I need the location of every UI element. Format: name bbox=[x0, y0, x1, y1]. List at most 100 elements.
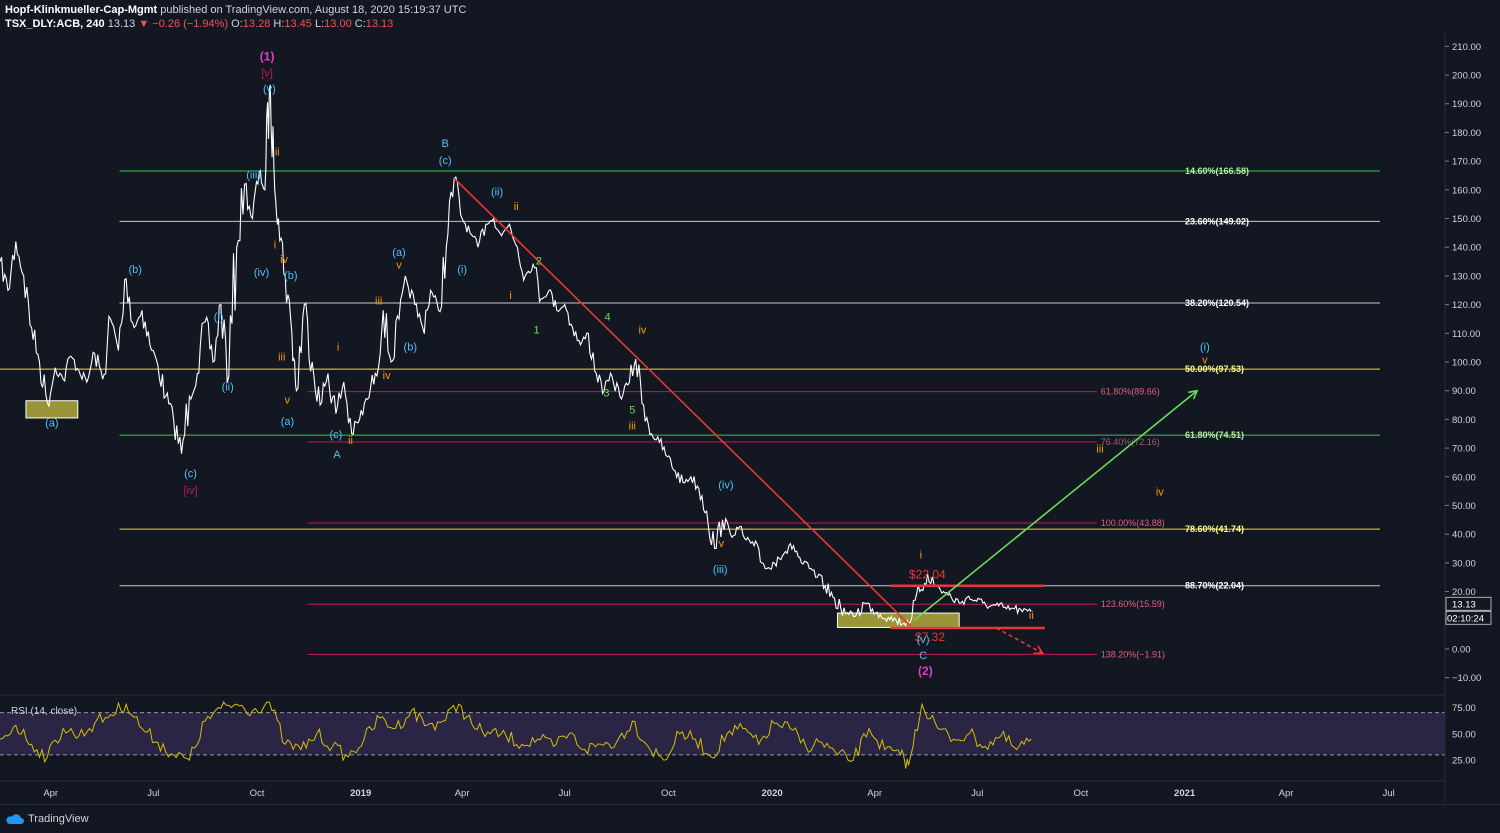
wave-label: (iii) bbox=[246, 169, 261, 181]
price-axis-tick-label: 140.00 bbox=[1452, 243, 1481, 254]
fib-level-label: 23.60%(149.02) bbox=[1185, 216, 1249, 226]
arrow-head-icon bbox=[1033, 645, 1045, 655]
wave-label: (b) bbox=[404, 342, 417, 354]
wave-label: (v) bbox=[263, 83, 276, 95]
wave-label: (a) bbox=[281, 416, 294, 428]
last-price-tag bbox=[1445, 596, 1492, 611]
price-axis-tick-label: 190.00 bbox=[1452, 99, 1481, 110]
time-axis-tick-label: Oct bbox=[1074, 788, 1089, 799]
time-axis-tick-label: Oct bbox=[250, 788, 265, 799]
wave-label: v bbox=[396, 260, 402, 272]
publisher-line: Hopf-Klinkmueller-Cap-Mgmt published on … bbox=[5, 4, 466, 16]
wave-label: iii bbox=[375, 296, 382, 308]
wave-label: (c) bbox=[184, 468, 197, 480]
price-axis-tick-label: 30.00 bbox=[1452, 558, 1476, 569]
fib-level-label: 88.70%(22.04) bbox=[1185, 581, 1244, 591]
fib-level-label: 138.20%(−1.91) bbox=[1101, 649, 1165, 659]
open-value: 13.28 bbox=[242, 18, 271, 30]
tradingview-brand: TradingView bbox=[28, 813, 89, 825]
wave-label: 2 bbox=[536, 255, 542, 267]
low-value: 13.00 bbox=[324, 18, 352, 30]
wave-label: 5 bbox=[629, 405, 635, 417]
low-label: L: bbox=[314, 18, 325, 30]
price-axis-tick-label: 120.00 bbox=[1452, 300, 1481, 311]
target-level-label: $22.04 bbox=[909, 568, 946, 582]
wave-label: iv bbox=[638, 324, 646, 336]
wave-label: (a) bbox=[45, 418, 58, 430]
time-axis-tick-label: Jul bbox=[971, 788, 983, 799]
wave-label: v bbox=[1202, 354, 1208, 366]
wave-label: (i) bbox=[457, 264, 467, 276]
wave-label: iv bbox=[383, 370, 391, 382]
tradingview-logo[interactable]: TradingView bbox=[6, 813, 89, 825]
wave-label: [v] bbox=[261, 67, 273, 79]
fib-level-label: 100.00%(43.88) bbox=[1101, 518, 1165, 528]
wave-label: 4 bbox=[604, 311, 610, 323]
time-axis-tick-label: Jul bbox=[1383, 788, 1395, 799]
time-axis-tick-label: 2019 bbox=[350, 788, 371, 799]
wave-label: i bbox=[337, 342, 339, 354]
wave-label: (c) bbox=[439, 155, 452, 167]
time-axis-tick-label: Apr bbox=[455, 788, 470, 799]
wave-label: (iii) bbox=[713, 564, 728, 576]
trend-lines: $22.04 $7.32 bbox=[453, 177, 1199, 655]
symbol-name[interactable]: TSX_DLY:ACB, 240 bbox=[5, 18, 105, 30]
footer-bar: TradingView bbox=[0, 804, 1500, 833]
wave-label: 1 bbox=[533, 324, 539, 336]
wave-label: ii bbox=[275, 146, 280, 158]
price-axis-tick-label: 170.00 bbox=[1452, 157, 1481, 168]
wave-label: iv bbox=[280, 254, 288, 266]
wave-label: (iv) bbox=[254, 267, 269, 279]
rsi-pane[interactable]: RSI (14, close) bbox=[0, 694, 1445, 769]
wave-label: ii bbox=[514, 201, 519, 213]
price-axis-tick-label: 200.00 bbox=[1452, 71, 1481, 82]
support-zone-box bbox=[25, 400, 79, 419]
wave-label: i bbox=[509, 290, 511, 302]
fib-level-label: 61.80%(74.51) bbox=[1185, 430, 1244, 440]
high-label: H: bbox=[273, 18, 285, 30]
fib-level-label: 50.00%(97.53) bbox=[1185, 364, 1244, 374]
time-axis-tick-label: Apr bbox=[867, 788, 882, 799]
wave-label: (c) bbox=[329, 429, 342, 441]
rsi-line[interactable] bbox=[0, 701, 1032, 769]
publisher-name[interactable]: Hopf-Klinkmueller-Cap-Mgmt bbox=[5, 4, 158, 16]
fib-level-label: 123.60%(15.59) bbox=[1101, 599, 1165, 609]
countdown-tag bbox=[1445, 610, 1492, 625]
price-change: −0.26 (−1.94%) bbox=[152, 18, 229, 30]
price-axis-tick-label: 20.00 bbox=[1452, 587, 1476, 598]
wave-label: v bbox=[285, 395, 291, 407]
wave-label: B bbox=[442, 138, 449, 150]
ohlc-values: O:13.28 H:13.45 L:13.00 C:13.13 bbox=[231, 18, 393, 30]
price-axis-tick-label: 160.00 bbox=[1452, 185, 1481, 196]
fib-level-label: 76.40%(72.16) bbox=[1101, 437, 1160, 447]
wave-label: iv bbox=[1156, 486, 1164, 498]
wave-label: iii bbox=[629, 420, 636, 432]
time-axis-tick-label: 2021 bbox=[1174, 788, 1196, 799]
wave-label: iii bbox=[1096, 443, 1103, 455]
last-price: 13.13 bbox=[107, 18, 136, 30]
time-axis-tick-label: Oct bbox=[661, 788, 676, 799]
wave-label: (b) bbox=[129, 264, 142, 276]
wave-label: i bbox=[274, 240, 276, 252]
price-axis-tick-label: 50.00 bbox=[1452, 501, 1476, 512]
price-axis-tick-label: 90.00 bbox=[1452, 386, 1476, 397]
wave-label: [iv] bbox=[183, 485, 197, 497]
fib-level-label: 61.80%(89.66) bbox=[1101, 387, 1160, 397]
wave-label: i bbox=[920, 550, 922, 562]
wave-label: (1) bbox=[260, 50, 275, 64]
high-value: 13.45 bbox=[284, 18, 312, 30]
wave-label: (ii) bbox=[491, 187, 503, 199]
rsi-axis-tick-label: 75.00 bbox=[1452, 703, 1476, 714]
wave-label: (iv) bbox=[718, 479, 733, 491]
price-axis-tick-label: 100.00 bbox=[1452, 358, 1481, 369]
symbol-line: TSX_DLY:ACB, 240 13.13 ▼ −0.26 (−1.94%) … bbox=[5, 18, 393, 30]
wave-label: v bbox=[719, 538, 725, 550]
target-level-label: $7.32 bbox=[915, 630, 945, 644]
wave-label: C bbox=[919, 650, 927, 662]
rsi-axis-tick-label: 25.00 bbox=[1452, 756, 1476, 767]
trend-line bbox=[453, 177, 912, 627]
last-price-value: 13.13 bbox=[1452, 599, 1476, 610]
down-triangle-icon: ▼ bbox=[138, 18, 150, 30]
